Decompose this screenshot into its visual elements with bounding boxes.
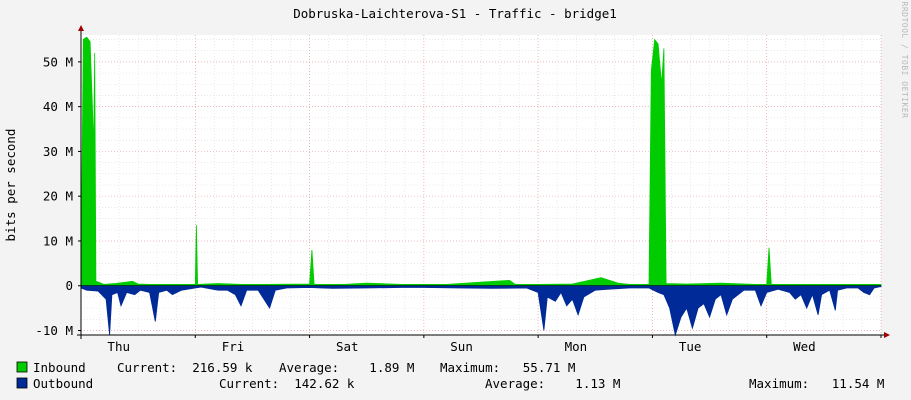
area-outbound <box>80 285 882 337</box>
x-tick-labels: Thu Fri Sat Sun Mon Tue Wed <box>107 339 815 354</box>
x-tick-label: Wed <box>793 339 816 354</box>
legend-swatch-outbound <box>16 377 28 389</box>
legend-current-inbound: Current: 216.59 k <box>117 360 253 375</box>
legend-label-outbound: Outbound <box>33 376 93 391</box>
y-tick-label: 30 M <box>43 144 73 159</box>
legend-current-outbound: Current: 142.62 k <box>219 376 355 391</box>
x-axis-arrow <box>884 332 890 338</box>
y-tick-label: 50 M <box>43 54 73 69</box>
legend-maximum-inbound: Maximum: 55.71 M <box>440 360 575 375</box>
legend-row-outbound: Outbound Current: 142.62 k Average: 1.13… <box>16 376 884 391</box>
y-tick-label: 40 M <box>43 99 73 114</box>
x-tick-label: Sat <box>336 339 359 354</box>
chart-title: Dobruska-Laichterova-S1 - Traffic - brid… <box>293 6 617 21</box>
legend-maximum-outbound: Maximum: 11.54 M <box>749 376 884 391</box>
y-axis-label: bits per second <box>3 129 18 242</box>
axes <box>77 25 890 339</box>
y-tick-label: 0 <box>65 278 73 293</box>
legend-average-outbound: Average: 1.13 M <box>485 376 620 391</box>
area-inbound <box>80 36 882 287</box>
legend: Inbound Current: 216.59 k Average: 1.89 … <box>16 360 884 391</box>
y-tick-labels: 50 M 40 M 30 M 20 M 10 M 0 -10 M <box>35 54 73 338</box>
y-tick-label: 10 M <box>43 233 73 248</box>
y-axis-arrow <box>78 25 84 31</box>
legend-label-inbound: Inbound <box>33 360 86 375</box>
rrdtool-watermark: RRDTOOL / TOBI OETIKER <box>900 2 909 119</box>
legend-row-inbound: Inbound Current: 216.59 k Average: 1.89 … <box>16 360 575 375</box>
x-tick-label: Tue <box>679 339 702 354</box>
x-tick-label: Fri <box>222 339 245 354</box>
legend-swatch-inbound <box>16 361 28 373</box>
y-tick-label: 20 M <box>43 189 73 204</box>
x-tick-label: Mon <box>565 339 588 354</box>
legend-average-inbound: Average: 1.89 M <box>279 360 414 375</box>
y-tick-label: -10 M <box>35 323 73 338</box>
x-tick-label: Sun <box>450 339 473 354</box>
x-tick-label: Thu <box>107 339 130 354</box>
data-areas <box>80 36 882 337</box>
